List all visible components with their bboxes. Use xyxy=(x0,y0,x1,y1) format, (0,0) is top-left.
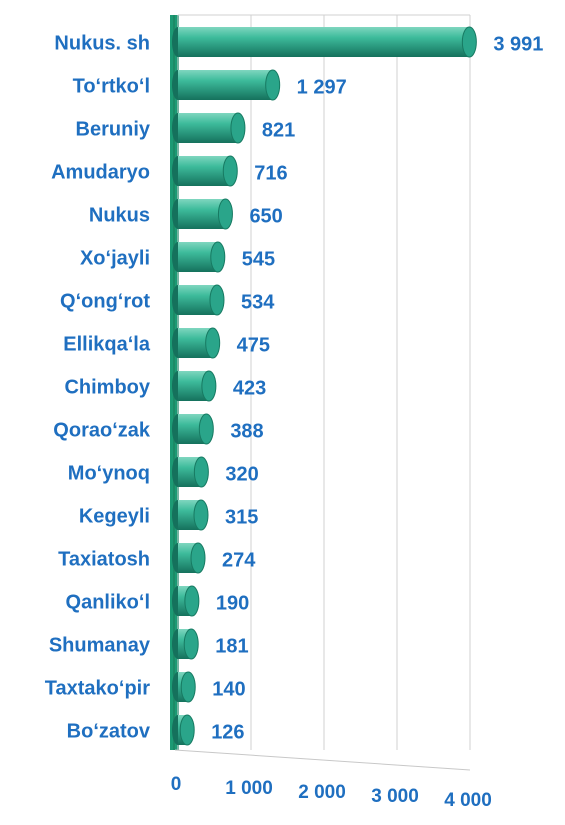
bar-cap xyxy=(222,155,238,187)
bar-cap xyxy=(265,69,281,101)
bar-cap xyxy=(217,198,233,230)
value-label: 821 xyxy=(262,119,295,141)
bar-cap xyxy=(230,112,246,144)
y-tick-label: Qorao‘zak xyxy=(53,419,151,441)
bar-cap xyxy=(184,585,200,617)
x-tick-label: 0 xyxy=(171,774,182,795)
value-label: 650 xyxy=(249,205,282,227)
bar-cap xyxy=(198,413,214,445)
bar-cap xyxy=(210,241,226,273)
bar-cap xyxy=(193,499,209,531)
value-label: 716 xyxy=(254,162,287,184)
y-tick-label: Kegeyli xyxy=(79,505,150,527)
bar xyxy=(178,70,273,100)
y-tick-label: Beruniy xyxy=(76,118,151,140)
x-tick-label: 2 000 xyxy=(298,782,346,803)
y-tick-label: Mo‘ynoq xyxy=(68,462,150,484)
y-tick-label: Taxtako‘pir xyxy=(45,677,150,699)
bar-cap xyxy=(209,284,225,316)
value-label: 274 xyxy=(222,549,256,571)
y-tick-label: To‘rtko‘l xyxy=(73,75,150,97)
bar xyxy=(178,113,238,143)
bar xyxy=(178,156,231,186)
bar-cap xyxy=(205,327,221,359)
value-label: 1 297 xyxy=(297,76,347,98)
x-tick-label: 3 000 xyxy=(371,786,419,807)
bar-cap xyxy=(461,26,477,58)
y-tick-label: Shumanay xyxy=(49,634,151,656)
x-tick-label: 4 000 xyxy=(444,790,492,811)
bar-cap xyxy=(179,714,195,746)
y-tick-label: Xo‘jayli xyxy=(80,247,150,269)
y-tick-label: Nukus xyxy=(89,204,150,226)
bar xyxy=(178,199,226,229)
value-label: 3 991 xyxy=(493,33,543,55)
value-label: 190 xyxy=(216,592,249,614)
y-tick-label: Qanliko‘l xyxy=(66,591,150,613)
y-tick-label: Nukus. sh xyxy=(54,32,150,54)
value-label: 423 xyxy=(233,377,266,399)
value-label: 534 xyxy=(241,291,275,313)
y-tick-label: Q‘ong‘rot xyxy=(60,290,150,312)
value-label: 315 xyxy=(225,506,258,528)
value-label: 181 xyxy=(215,635,248,657)
bar-cap xyxy=(183,628,199,660)
bar-cap xyxy=(180,671,196,703)
value-label: 140 xyxy=(212,678,245,700)
y-tick-label: Amudaryo xyxy=(51,161,150,183)
value-label: 475 xyxy=(237,334,270,356)
value-label: 320 xyxy=(225,463,258,485)
value-label: 545 xyxy=(242,248,275,270)
y-tick-label: Taxiatosh xyxy=(58,548,150,570)
y-tick-label: Bo‘zatov xyxy=(67,720,151,742)
y-tick-label: Ellikqa‘la xyxy=(63,333,151,355)
floor-line xyxy=(174,749,471,771)
x-tick-label: 1 000 xyxy=(225,778,273,799)
bar-cap xyxy=(193,456,209,488)
value-label: 388 xyxy=(230,420,263,442)
y-tick-label: Chimboy xyxy=(64,376,150,398)
bar-cap xyxy=(190,542,206,574)
bar xyxy=(178,27,470,57)
value-label: 126 xyxy=(211,721,244,743)
bar-cap xyxy=(201,370,217,402)
